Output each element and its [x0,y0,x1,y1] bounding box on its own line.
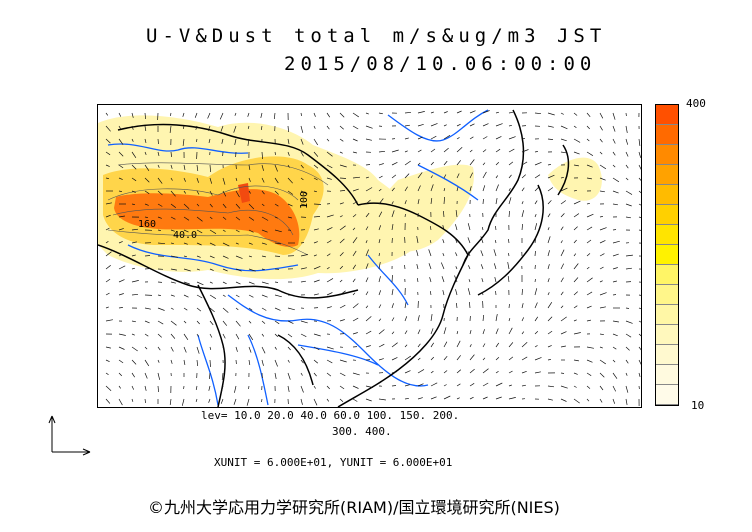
colorbar-segment [656,105,678,125]
dust-region-japan [548,157,602,201]
colorbar-segment [656,285,678,305]
colorbar-segment [656,385,678,405]
reference-vector-icon [48,415,91,456]
dust-core-max [238,183,250,203]
colorbar [655,104,679,406]
rivers [107,109,489,406]
contour-levels-line2: 300. 400. [332,425,392,438]
dust-core [114,189,300,247]
chart-title: U-V&Dust total m/s&ug/m3 JST [146,25,607,47]
colorbar-segment [656,165,678,185]
dust-region-northeast [366,164,474,252]
colorbar-segment [656,205,678,225]
colorbar-segment [656,145,678,165]
colorbar-segment [656,225,678,245]
colorbar-segment [656,345,678,365]
wind-vectors [105,110,641,407]
colorbar-min-label: 10 [691,399,705,412]
contours [107,162,329,256]
colorbar-segment [656,325,678,345]
coastlines [98,109,570,407]
contour-levels-line1: lev= 10.0 20.0 40.0 60.0 100. 150. 200. [201,409,460,422]
colorbar-segment [656,365,678,385]
copyright-credit: ©九州大学応用力学研究所(RIAM)/国立環境研究所(NIES) [148,498,560,517]
contour-label-40: 40.0 [173,230,197,241]
colorbar-segment [656,245,678,265]
contour-label-100: 100 [299,191,310,209]
dust-map: 160 40.0 100 [97,104,642,408]
contour-label-160: 160 [138,219,156,230]
colorbar-segment [656,305,678,325]
dust-shading [98,115,602,280]
vector-units: XUNIT = 6.000E+01, YUNIT = 6.000E+01 [214,456,453,469]
colorbar-segment [656,265,678,285]
colorbar-segment [656,185,678,205]
colorbar-max-label: 400 [686,97,706,110]
datetime-title: 2015/08/10.06:00:00 [284,53,597,75]
colorbar-segment [656,125,678,145]
